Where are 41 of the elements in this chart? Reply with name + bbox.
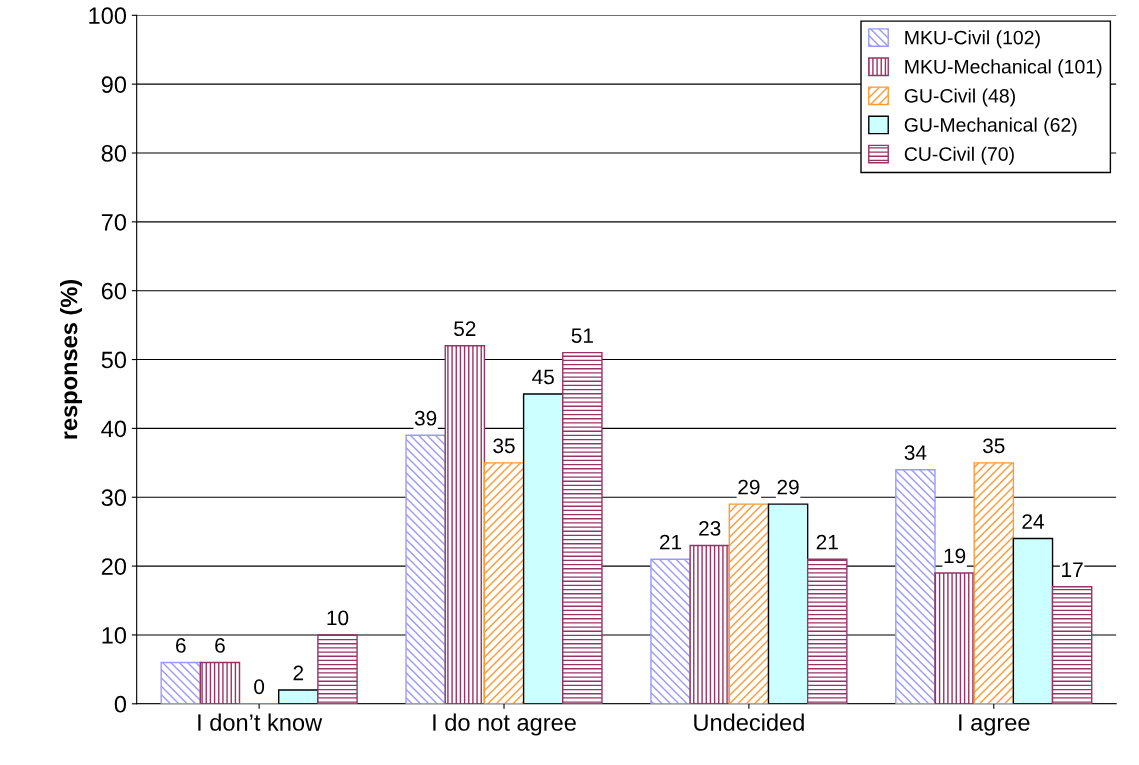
data-label: 52 [454,321,476,337]
data-label: 0 [254,679,265,695]
data-label: 23 [699,521,721,536]
data-label: 17 [1062,562,1083,577]
x-tick-label: I do not agree [433,713,576,736]
data-label: 2 [293,665,304,681]
legend-label: GU-Mechanical (62) [904,117,1077,136]
x-tick-label: Undecided [694,713,804,731]
data-label: 45 [532,369,554,385]
data-label: 19 [944,548,966,564]
data-label: 35 [982,438,1005,454]
data-label: 10 [327,610,349,626]
y-tick-label: 30 [101,489,127,507]
data-label: 24 [1022,514,1044,529]
y-tick-label: 0 [114,695,127,713]
data-label: 51 [571,328,593,343]
data-label: 21 [816,534,838,550]
legend-label: MKU-Mechanical (101) [905,59,1102,78]
y-tick-label: 50 [101,351,127,369]
data-label: 29 [738,479,760,495]
data-label: 39 [414,410,437,426]
legend-label: GU-Civil (48) [904,88,1015,107]
y-axis-title: responses (%) [60,280,83,439]
data-label: 21 [659,534,682,550]
legend-label: CU-Civil (70) [904,146,1014,165]
x-tick-label: I agree [959,714,1030,736]
data-label: 35 [493,438,515,454]
y-tick-label: 100 [89,7,127,25]
y-tick-label: 70 [101,213,127,231]
data-label: 34 [904,445,927,461]
y-tick-label: 80 [101,145,127,162]
data-label: 6 [215,638,225,653]
y-tick-label: 60 [101,282,127,300]
x-tick-label: I don’t know [198,713,323,731]
y-tick-label: 90 [101,76,127,93]
y-tick-label: 20 [101,558,127,575]
data-label: 6 [176,638,186,653]
data-label: 29 [777,479,799,495]
y-tick-label: 40 [101,420,127,438]
y-tick-label: 10 [102,627,127,644]
legend-label: MKU-Civil (102) [905,30,1040,49]
